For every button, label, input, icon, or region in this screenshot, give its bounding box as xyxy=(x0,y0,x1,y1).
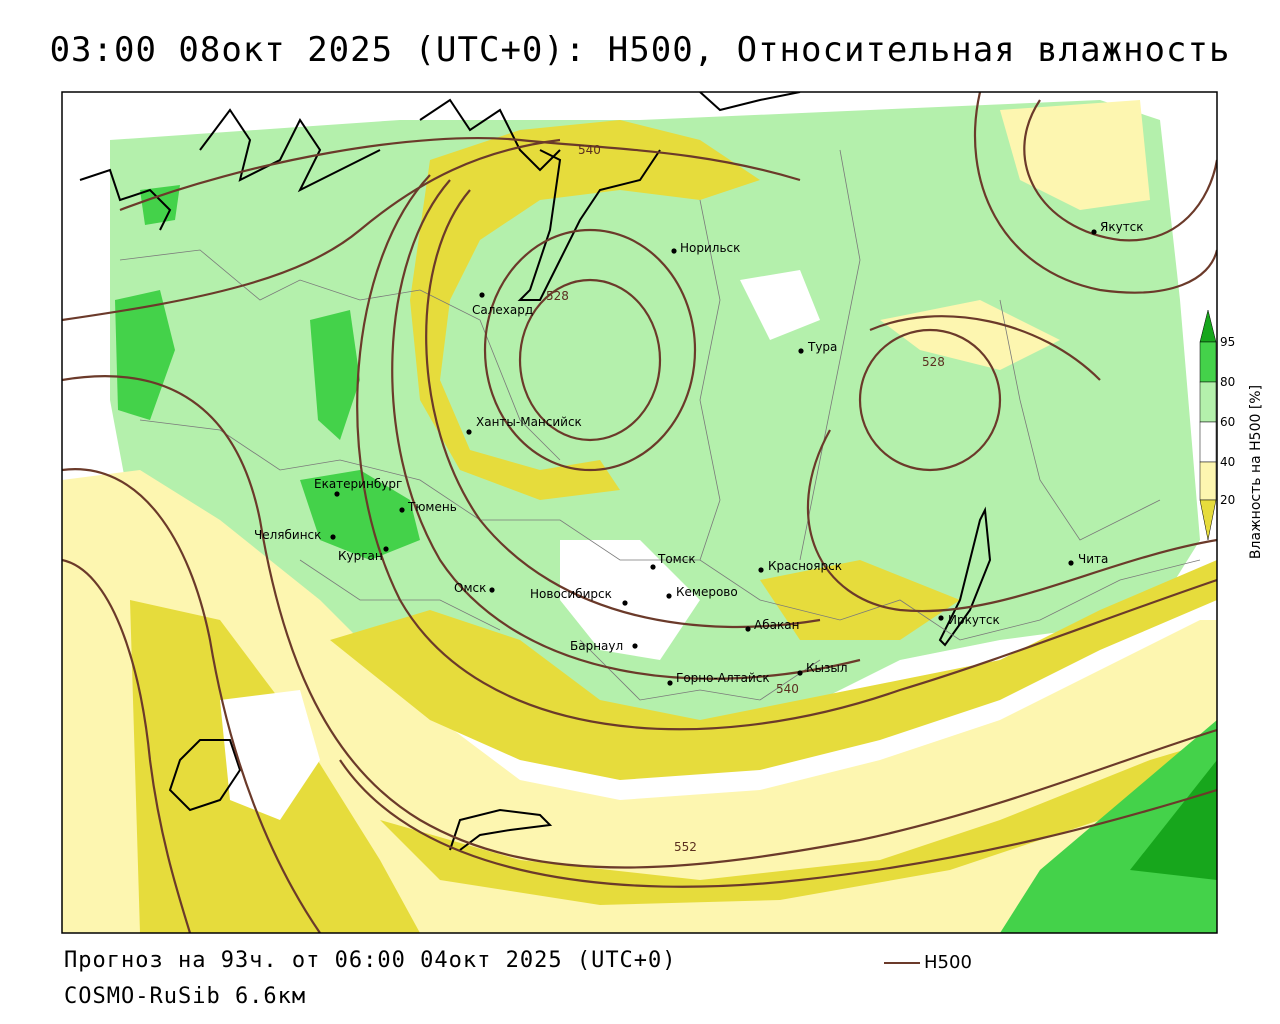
svg-text:Курган: Курган xyxy=(338,549,383,563)
city-kyzyl: Кызыл xyxy=(797,661,848,676)
colorbar-tick: 20 xyxy=(1220,493,1236,507)
city-tomsk: Томск xyxy=(650,552,696,570)
city-ekaterinburg: Екатеринбург xyxy=(314,477,402,497)
humidity-field xyxy=(62,92,1217,933)
colorbar xyxy=(1199,309,1217,541)
contour-label: 540 xyxy=(776,682,799,696)
city-irkutsk: Иркутск xyxy=(938,613,1000,627)
city-omsk: Омск xyxy=(454,581,495,595)
map-title: 03:00 08окт 2025 (UTC+0): H500, Относите… xyxy=(49,30,1231,70)
city-tyumen: Тюмень xyxy=(399,500,457,514)
colorbar-tick: 40 xyxy=(1220,455,1236,469)
svg-text:Чита: Чита xyxy=(1078,552,1108,566)
city-kemerovo: Кемерово xyxy=(666,585,738,599)
city-gorno-altaysk: Горно-Алтайск xyxy=(667,671,770,686)
svg-text:Ханты-Мансийск: Ханты-Мансийск xyxy=(476,415,582,429)
h500-legend: H500 xyxy=(884,952,972,973)
city-abakan: Абакан xyxy=(745,618,799,632)
model-name: COSMO-RuSib 6.6км xyxy=(64,984,307,1009)
city-tura: Тура xyxy=(798,340,837,354)
city-yakutsk: Якутск xyxy=(1091,220,1144,235)
city-novosibirsk: Новосибирск xyxy=(530,587,628,606)
svg-text:Норильск: Норильск xyxy=(680,241,740,255)
svg-text:Кызыл: Кызыл xyxy=(806,661,848,675)
svg-text:Новосибирск: Новосибирск xyxy=(530,587,612,601)
colorbar-tick: 80 xyxy=(1220,375,1236,389)
colorbar-tick: 95 xyxy=(1220,335,1236,349)
h500-contours xyxy=(62,92,1217,933)
city-salekhard: Салехард xyxy=(472,292,533,317)
svg-text:Тюмень: Тюмень xyxy=(407,500,457,514)
colorbar-tick: 60 xyxy=(1220,415,1236,429)
contour-label: 528 xyxy=(546,289,569,303)
svg-text:Тура: Тура xyxy=(807,340,837,354)
contour-label: 540 xyxy=(578,143,601,157)
city-barnaul: Барнаул xyxy=(570,639,638,653)
city-kurgan: Курган xyxy=(338,546,389,563)
city-krasnoyarsk: Красноярск xyxy=(758,559,842,573)
map-frame xyxy=(61,91,1218,934)
city-chita: Чита xyxy=(1068,552,1108,566)
contour-label: 528 xyxy=(922,355,945,369)
svg-text:Горно-Алтайск: Горно-Алтайск xyxy=(676,671,770,685)
city-chelyabinsk: Челябинск xyxy=(254,528,336,542)
city-khanty-mansiysk: Ханты-Мансийск xyxy=(466,415,582,435)
coastlines xyxy=(79,92,992,851)
svg-text:Екатеринбург: Екатеринбург xyxy=(314,477,402,491)
city-norilsk: Норильск xyxy=(671,241,740,255)
h500-legend-line-icon xyxy=(884,962,920,964)
svg-text:Салехард: Салехард xyxy=(472,303,533,317)
h500-legend-label: H500 xyxy=(924,952,972,973)
svg-text:Абакан: Абакан xyxy=(754,618,799,632)
contour-label: 552 xyxy=(674,840,697,854)
forecast-info: Прогноз на 93ч. от 06:00 04окт 2025 (UTC… xyxy=(64,948,677,973)
svg-text:Челябинск: Челябинск xyxy=(254,528,321,542)
colorbar-label: Влажность на H500 [%] xyxy=(1248,384,1264,560)
cities: Якутск Норильск Салехард Тура Ханты-Манс… xyxy=(254,220,1144,686)
svg-text:Иркутск: Иркутск xyxy=(948,613,1000,627)
svg-text:Кемерово: Кемерово xyxy=(676,585,738,599)
svg-text:Томск: Томск xyxy=(657,552,696,566)
contour-labels: 540 528 528 540 552 xyxy=(546,143,945,854)
svg-text:Барнаул: Барнаул xyxy=(570,639,623,653)
svg-text:Омск: Омск xyxy=(454,581,486,595)
svg-text:Красноярск: Красноярск xyxy=(768,559,842,573)
svg-text:Якутск: Якутск xyxy=(1100,220,1144,234)
